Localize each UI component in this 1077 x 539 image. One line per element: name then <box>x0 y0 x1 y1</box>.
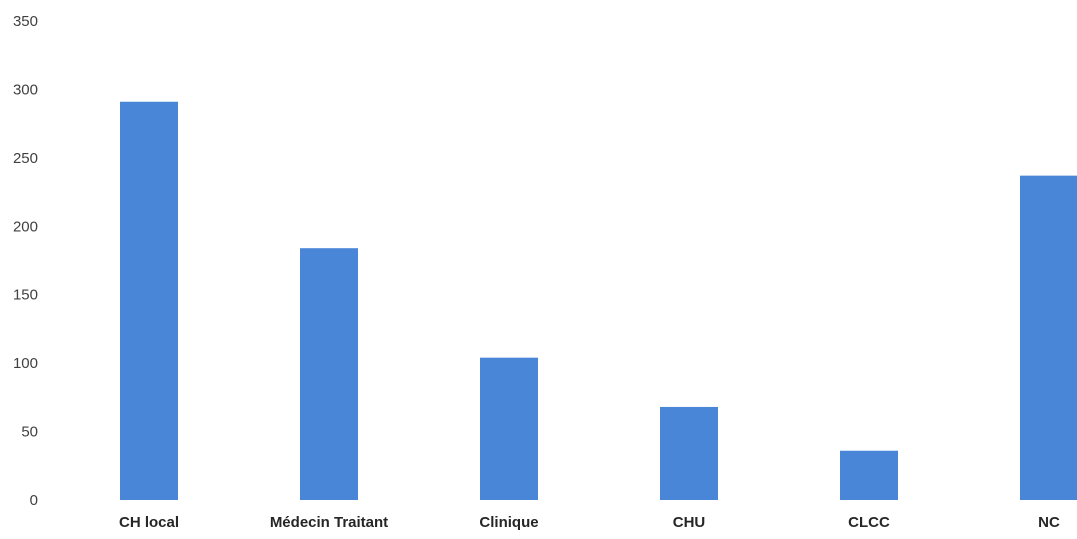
x-tick-label: NC <box>1038 514 1060 531</box>
bar <box>840 450 898 500</box>
y-tick-label: 150 <box>13 287 38 304</box>
bar <box>480 357 538 500</box>
y-tick-label: 200 <box>13 218 38 235</box>
y-tick-label: 350 <box>13 13 38 30</box>
y-tick-label: 50 <box>21 424 38 441</box>
x-tick-label: CH local <box>119 514 179 531</box>
x-axis: CH local Médecin Traitant Clinique CHU CLCC N… <box>119 514 1060 531</box>
bar <box>1020 175 1077 501</box>
bar <box>120 101 178 500</box>
bar-series <box>120 101 1077 501</box>
y-tick-label: 250 <box>13 150 38 167</box>
x-tick-label: Médecin Traitant <box>270 514 388 531</box>
bar <box>300 248 358 500</box>
x-tick-label: CLCC <box>848 514 890 531</box>
y-tick-label: 0 <box>30 492 38 509</box>
x-tick-label: Clinique <box>479 514 538 531</box>
bar <box>660 406 718 500</box>
x-tick-label: CHU <box>673 514 706 531</box>
y-tick-label: 100 <box>13 355 38 372</box>
y-tick-label: 300 <box>13 81 38 98</box>
y-axis: 0 50 100 150 200 250 300 350 <box>13 13 38 509</box>
